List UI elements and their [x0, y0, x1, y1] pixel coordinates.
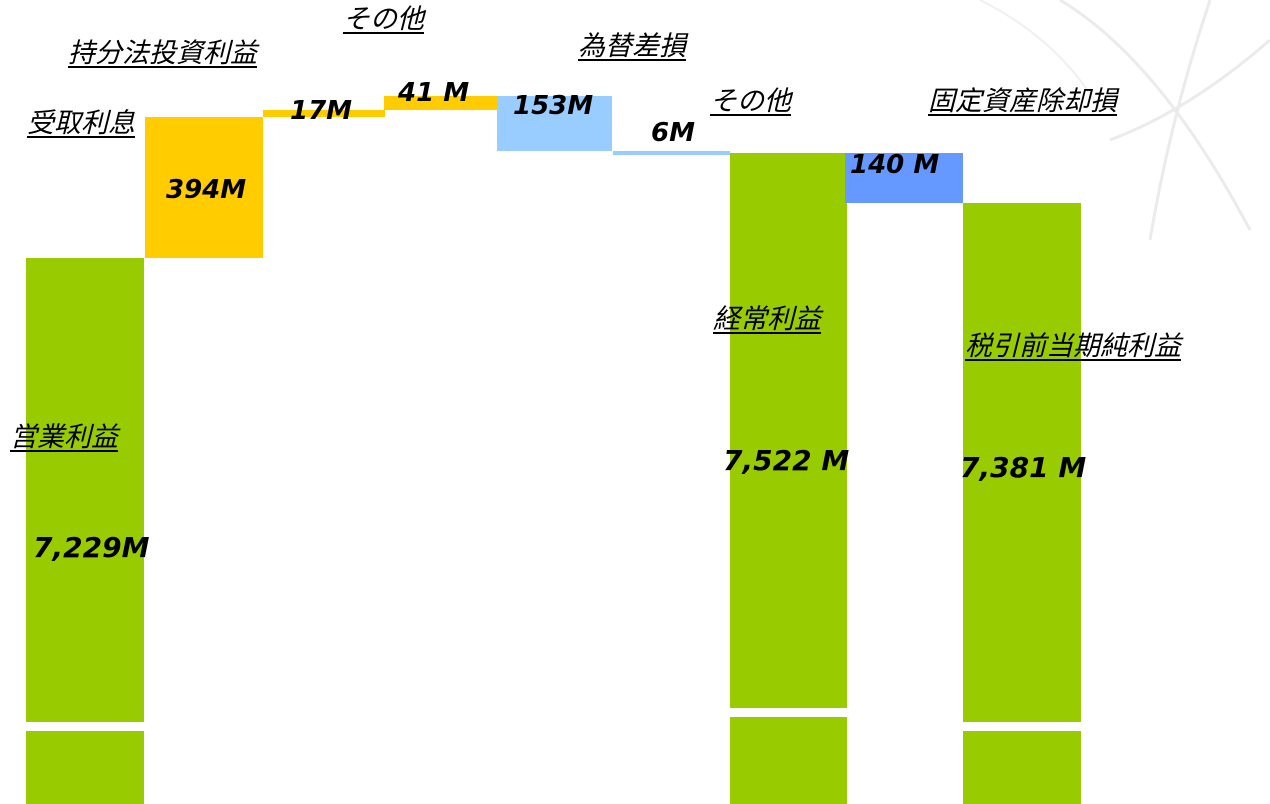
value-label-5: 153M — [513, 91, 594, 121]
value-label-9: 7,381 M — [960, 451, 1087, 484]
waterfall-bar-2 — [145, 116, 263, 258]
waterfall-bar-1 — [26, 258, 144, 804]
waterfall-bar-8 — [845, 152, 963, 204]
value-label-1: 7,229M — [33, 531, 150, 564]
value-label-6: 6M — [651, 118, 695, 148]
waterfall-bar-3 — [263, 110, 385, 117]
category-label-3: 持分法投資利益 — [68, 38, 257, 69]
axis-break-gap-9 — [963, 722, 1081, 731]
category-label-4: その他 — [343, 4, 424, 35]
axis-break-gap-7 — [730, 708, 847, 717]
category-label-9: 税引前当期純利益 — [965, 331, 1181, 362]
waterfall-bar-9 — [963, 203, 1081, 804]
category-label-1: 営業利益 — [10, 422, 118, 453]
waterfall-bar-5 — [497, 95, 612, 151]
value-label-2: 394M — [166, 175, 247, 205]
value-label-4: 41 M — [398, 78, 470, 108]
value-label-8: 140 M — [850, 150, 940, 180]
waterfall-bar-4 — [384, 95, 501, 111]
category-label-8: 固定資産除却損 — [928, 86, 1117, 117]
category-label-7: 経常利益 — [713, 304, 821, 335]
value-label-3: 17M — [290, 96, 353, 126]
category-label-5: 為替差損 — [578, 31, 686, 62]
waterfall-bar-6 — [613, 150, 730, 155]
value-label-7: 7,522 M — [723, 444, 850, 477]
waterfall-bar-7 — [730, 152, 847, 804]
category-label-2: 受取利息 — [27, 108, 135, 139]
axis-break-gap-1 — [26, 722, 144, 731]
category-label-6: その他 — [710, 86, 791, 117]
